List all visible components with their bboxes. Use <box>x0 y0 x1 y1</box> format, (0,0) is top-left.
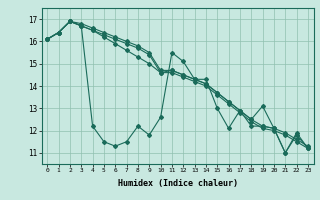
X-axis label: Humidex (Indice chaleur): Humidex (Indice chaleur) <box>118 179 237 188</box>
